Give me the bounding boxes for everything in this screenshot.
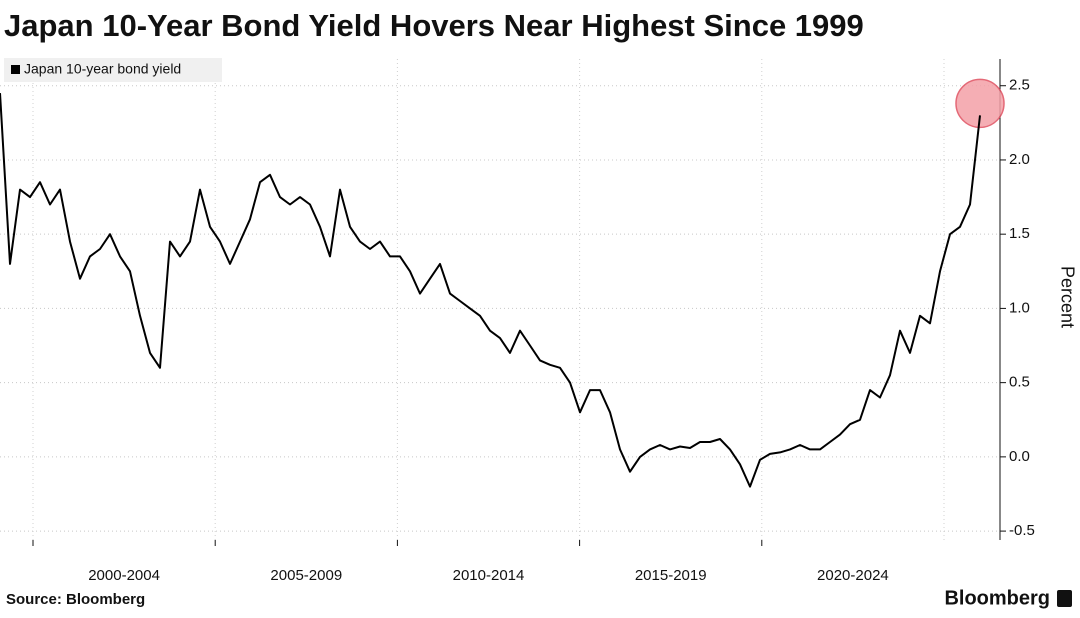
y-tick-label: 1.5 xyxy=(1009,225,1030,242)
legend-box xyxy=(4,58,222,82)
x-tick-label: 2015-2019 xyxy=(635,567,707,584)
y-tick-label: -0.5 xyxy=(1009,522,1035,539)
brand-icon xyxy=(1057,590,1072,607)
y-tick-label: 0.5 xyxy=(1009,374,1030,391)
y-tick-label: 2.0 xyxy=(1009,151,1030,168)
y-tick-label: 2.5 xyxy=(1009,77,1030,94)
x-tick-label: 2020-2024 xyxy=(817,567,889,584)
y-axis-label: Percent xyxy=(1057,266,1077,328)
legend-label: Japan 10-year bond yield xyxy=(24,61,181,77)
chart-title: Japan 10-Year Bond Yield Hovers Near Hig… xyxy=(4,8,864,43)
x-tick-label: 2000-2004 xyxy=(88,567,160,584)
yield-line xyxy=(0,93,981,488)
legend-swatch xyxy=(11,65,20,74)
source: Source: Bloomberg xyxy=(6,591,145,608)
y-tick-label: 1.0 xyxy=(1009,299,1030,316)
brand: Bloomberg xyxy=(944,587,1050,609)
highlight-circle xyxy=(955,78,1005,129)
y-tick-label: 0.0 xyxy=(1009,448,1030,465)
x-tick-label: 2010-2014 xyxy=(453,567,525,584)
x-tick-label: 2005-2009 xyxy=(270,567,342,584)
